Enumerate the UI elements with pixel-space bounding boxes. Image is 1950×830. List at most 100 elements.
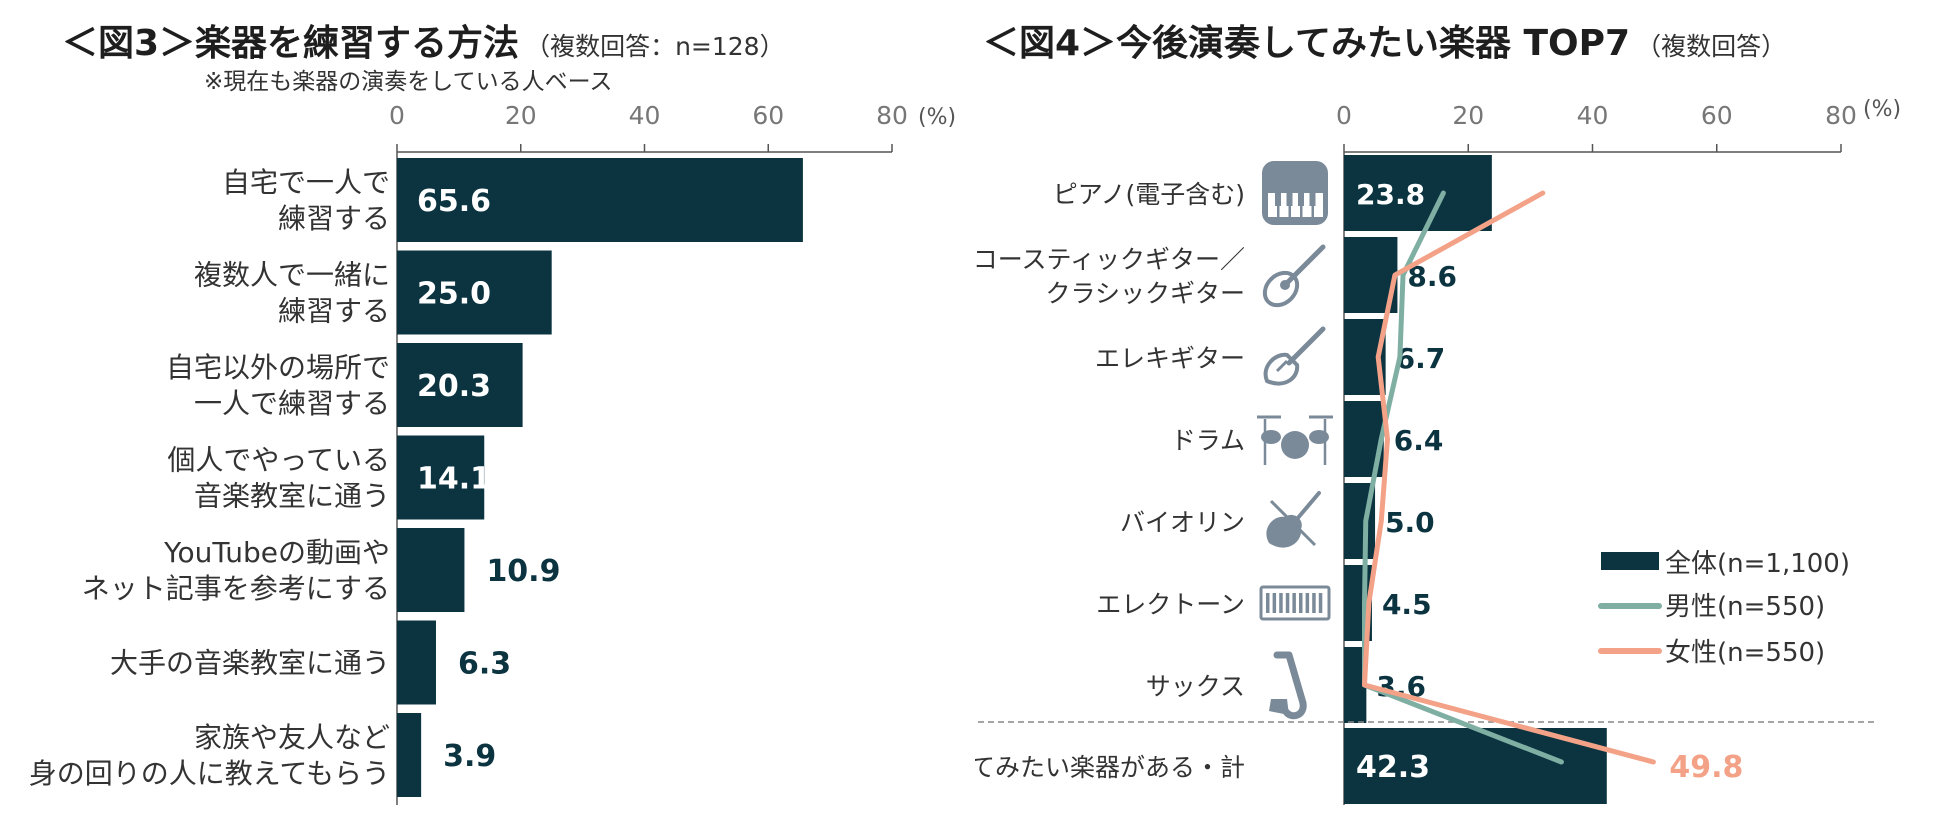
icon-part (1292, 593, 1296, 613)
category-label: 家族や友人など (194, 721, 390, 754)
figure4-panel: ＜図4＞今後演奏してみたい楽器 TOP7 （複数回答） 0 20 40 60 80 (%) 2… (975, 0, 1950, 830)
icon-part (1266, 593, 1270, 613)
data-label: 5.0 (1385, 506, 1435, 539)
category-label: 練習する (278, 295, 390, 328)
total-category-label: 演奏してみたい楽器がある・計 (975, 753, 1245, 782)
unit-label: (%) (918, 105, 956, 130)
figure3-subtitle: ※現在も楽器の演奏をしている人ベース (204, 69, 613, 95)
total-data-label: 42.3 (1356, 750, 1430, 785)
electone-icon (1259, 585, 1331, 621)
figure3-title: ＜図3＞楽器を練習する方法 （複数回答：n=128） (62, 23, 785, 64)
category-label: 複数人で一緒に (194, 259, 390, 292)
bar (397, 620, 436, 705)
bar (397, 713, 422, 797)
icon-part (1269, 499, 1317, 547)
data-label: 65.6 (417, 184, 491, 219)
unit-label: (%) (1863, 97, 1901, 122)
x-tick-label: 60 (752, 101, 784, 130)
x-tick-label: 0 (1336, 101, 1352, 130)
figure4-title-note: （複数回答） (1636, 32, 1787, 61)
legend: 全体(n=1,100) 男性(n=550) 女性(n=550) (1598, 549, 1850, 668)
icon-part (1280, 280, 1290, 290)
acoustic-guitar-icon (1262, 244, 1326, 308)
violin-icon (1266, 491, 1321, 548)
drum-icon (1257, 415, 1333, 465)
figure4-chart: 0 20 40 60 80 (%)23.8ピアノ(電子含む)8.6アコースティックギター／… (975, 97, 1901, 805)
icon-part (1312, 593, 1316, 613)
category-label: エレキギター (1095, 344, 1245, 373)
x-tick-label: 20 (505, 101, 537, 130)
bar (397, 250, 552, 335)
x-tick-label: 80 (876, 101, 908, 130)
legend-swatch-total (1601, 552, 1659, 570)
category-label: 自宅で一人で (222, 166, 390, 199)
icon-part (1314, 193, 1323, 217)
bar (1344, 155, 1492, 231)
category-label: サックス (1146, 672, 1245, 701)
icon-part (1281, 431, 1309, 459)
icon-part (1262, 270, 1300, 308)
data-label: 10.9 (486, 554, 560, 589)
figure3-chart: 0 20 40 60 80 (%)65.6自宅で一人で練習する25.0複数人で一緒に練習す… (29, 101, 956, 805)
category-label: 身の回りの人に教えてもらう (29, 757, 390, 790)
icon-part (1295, 491, 1321, 521)
bar (397, 435, 485, 520)
icon-part (1275, 193, 1281, 206)
bar (397, 528, 465, 612)
icon-part (1285, 593, 1290, 613)
icon-part (1268, 193, 1277, 217)
female-total-label: 49.8 (1669, 750, 1743, 785)
data-label: 20.3 (417, 369, 491, 404)
bar (397, 343, 523, 427)
total-bar (1344, 728, 1607, 804)
x-tick-label: 80 (1825, 101, 1857, 130)
icon-part (1286, 326, 1326, 366)
category-label: 練習する (278, 202, 390, 235)
icon-part (1269, 699, 1289, 715)
category-label: 自宅以外の場所で (166, 351, 390, 384)
icon-part (1291, 193, 1300, 217)
icon-part (1275, 359, 1289, 373)
category-label: ネット記事を参考にする (82, 572, 390, 605)
icon-part (1286, 193, 1293, 206)
category-label: 一人で練習する (194, 387, 390, 420)
category-label: 音楽教室に通う (194, 480, 390, 513)
category-label: クラシックギター (1045, 279, 1245, 308)
category-label: ドラム (1171, 426, 1245, 455)
data-label: 25.0 (417, 277, 491, 312)
icon-part (1279, 193, 1289, 217)
icon-part (1272, 593, 1277, 613)
x-tick-label: 40 (1577, 101, 1609, 130)
icon-part (1299, 593, 1303, 613)
data-label: 23.8 (1356, 178, 1425, 211)
category-label: ピアノ(電子含む) (1053, 180, 1245, 209)
electric-guitar-icon (1263, 326, 1326, 386)
icon-part (1318, 593, 1323, 613)
icon-part (1263, 352, 1300, 386)
x-tick-label: 40 (629, 101, 661, 130)
category-label: バイオリン (1120, 508, 1245, 537)
category-label: アコースティックギター／ (975, 245, 1245, 274)
bar (397, 158, 803, 242)
bar (1344, 647, 1367, 723)
icon-part (1309, 193, 1316, 206)
data-label: 6.4 (1394, 424, 1444, 457)
figure4-title: ＜図4＞今後演奏してみたい楽器 TOP7 （複数回答） (983, 23, 1787, 64)
x-tick-label: 20 (1452, 101, 1484, 130)
category-label: エレクトーン (1096, 590, 1245, 619)
figure3-panel: ＜図3＞楽器を練習する方法 （複数回答：n=128） ※現在も楽器の演奏をしている… (29, 23, 956, 805)
category-label: 個人でやっている (167, 444, 390, 477)
female-series-line (1362, 190, 1656, 765)
x-tick-label: 0 (389, 101, 405, 130)
data-label: 14.1 (417, 462, 491, 497)
saxophone-icon (1269, 651, 1307, 720)
legend-label: 全体(n=1,100) (1665, 549, 1850, 579)
icon-part (1302, 193, 1312, 217)
icon-part (1259, 585, 1331, 621)
data-label: 3.9 (443, 739, 496, 774)
icon-part (1279, 593, 1283, 613)
data-label: 6.3 (458, 647, 511, 682)
data-label: 6.7 (1396, 342, 1446, 375)
x-tick-label: 60 (1701, 101, 1733, 130)
piano-icon (1262, 161, 1328, 225)
